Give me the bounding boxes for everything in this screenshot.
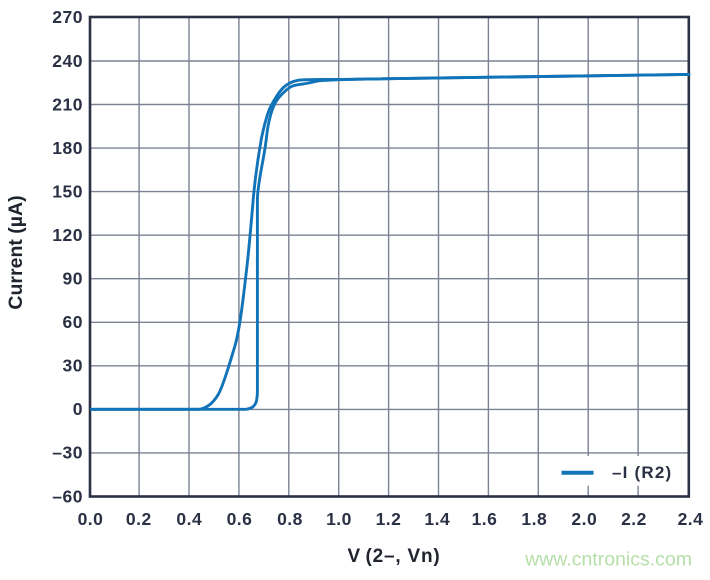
svg-text:0.0: 0.0 <box>78 509 104 529</box>
svg-text:–60: –60 <box>52 486 83 506</box>
svg-text:0.2: 0.2 <box>126 509 152 529</box>
svg-text:0.4: 0.4 <box>176 509 202 529</box>
svg-text:270: 270 <box>52 7 83 27</box>
svg-text:30: 30 <box>63 356 83 376</box>
svg-text:2.2: 2.2 <box>621 509 647 529</box>
svg-text:0.8: 0.8 <box>277 509 303 529</box>
svg-text:90: 90 <box>63 269 83 289</box>
svg-text:180: 180 <box>52 138 83 158</box>
svg-text:1.0: 1.0 <box>326 509 352 529</box>
svg-text:2.0: 2.0 <box>571 509 597 529</box>
svg-text:Current (µA): Current (µA) <box>5 195 27 309</box>
svg-text:2.4: 2.4 <box>678 509 704 529</box>
svg-text:240: 240 <box>52 51 83 71</box>
svg-text:60: 60 <box>63 312 83 332</box>
svg-text:210: 210 <box>52 94 83 114</box>
svg-text:1.2: 1.2 <box>376 509 402 529</box>
svg-text:1.6: 1.6 <box>472 509 498 529</box>
svg-text:www.cntronics.com: www.cntronics.com <box>524 549 692 571</box>
svg-text:1.8: 1.8 <box>521 509 547 529</box>
svg-text:–I (R2): –I (R2) <box>612 463 672 482</box>
svg-text:120: 120 <box>52 225 83 245</box>
svg-text:0.6: 0.6 <box>227 509 253 529</box>
svg-text:V (2–, Vn): V (2–, Vn) <box>347 546 440 567</box>
svg-text:–30: –30 <box>52 443 83 463</box>
svg-text:1.4: 1.4 <box>424 509 450 529</box>
svg-text:0: 0 <box>73 399 83 419</box>
svg-text:150: 150 <box>52 181 83 201</box>
